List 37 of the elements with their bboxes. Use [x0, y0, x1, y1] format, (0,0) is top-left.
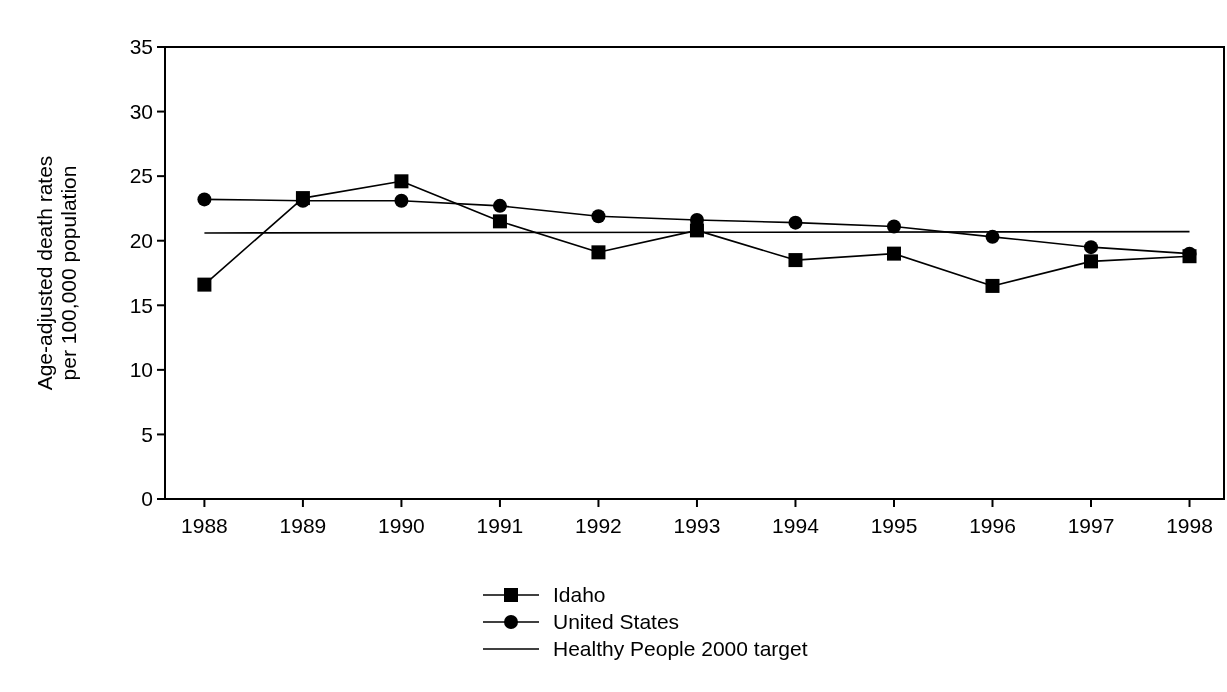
x-tick-label: 1992: [575, 514, 622, 537]
point: [886, 246, 901, 261]
point: [1084, 254, 1099, 269]
y-axis-title: Age-adjusted death rates per 100,000 population: [33, 155, 80, 391]
x-tick-label: 1990: [378, 514, 425, 537]
y-tick-label: 15: [129, 293, 153, 317]
x-tick-label: 1996: [969, 514, 1016, 537]
point: [788, 253, 803, 268]
point: [788, 215, 803, 230]
point: [492, 214, 507, 229]
legend-label: United States: [553, 610, 680, 634]
legend-label: Healthy People 2000 target: [553, 637, 808, 661]
point: [591, 209, 606, 224]
y-tick-label: 30: [129, 99, 153, 123]
y-tick-label: 10: [129, 358, 153, 382]
point: [197, 277, 212, 292]
x-tick-label: 1991: [476, 514, 524, 537]
point: [394, 193, 409, 208]
x-tick-label: 1993: [673, 514, 721, 537]
y-tick-label: 25: [129, 164, 153, 188]
point: [1084, 240, 1099, 255]
point: [985, 278, 1000, 293]
y-tick-label: 35: [129, 35, 153, 59]
x-tick-label: 1995: [870, 514, 918, 537]
y-tick-label: 5: [141, 422, 153, 446]
x-tick-label: 1994: [772, 514, 820, 537]
y-tick-label: 20: [129, 229, 153, 253]
y-tick-label: 0: [141, 487, 153, 511]
x-tick-label: 1997: [1067, 514, 1115, 537]
legend-label: Idaho: [553, 583, 606, 607]
point: [492, 198, 507, 213]
point: [197, 192, 212, 207]
x-tick-label: 1988: [181, 514, 228, 537]
point: [394, 174, 409, 189]
x-tick-label: 1989: [279, 514, 327, 537]
point: [591, 245, 606, 260]
x-tick-label: 1998: [1166, 514, 1213, 537]
